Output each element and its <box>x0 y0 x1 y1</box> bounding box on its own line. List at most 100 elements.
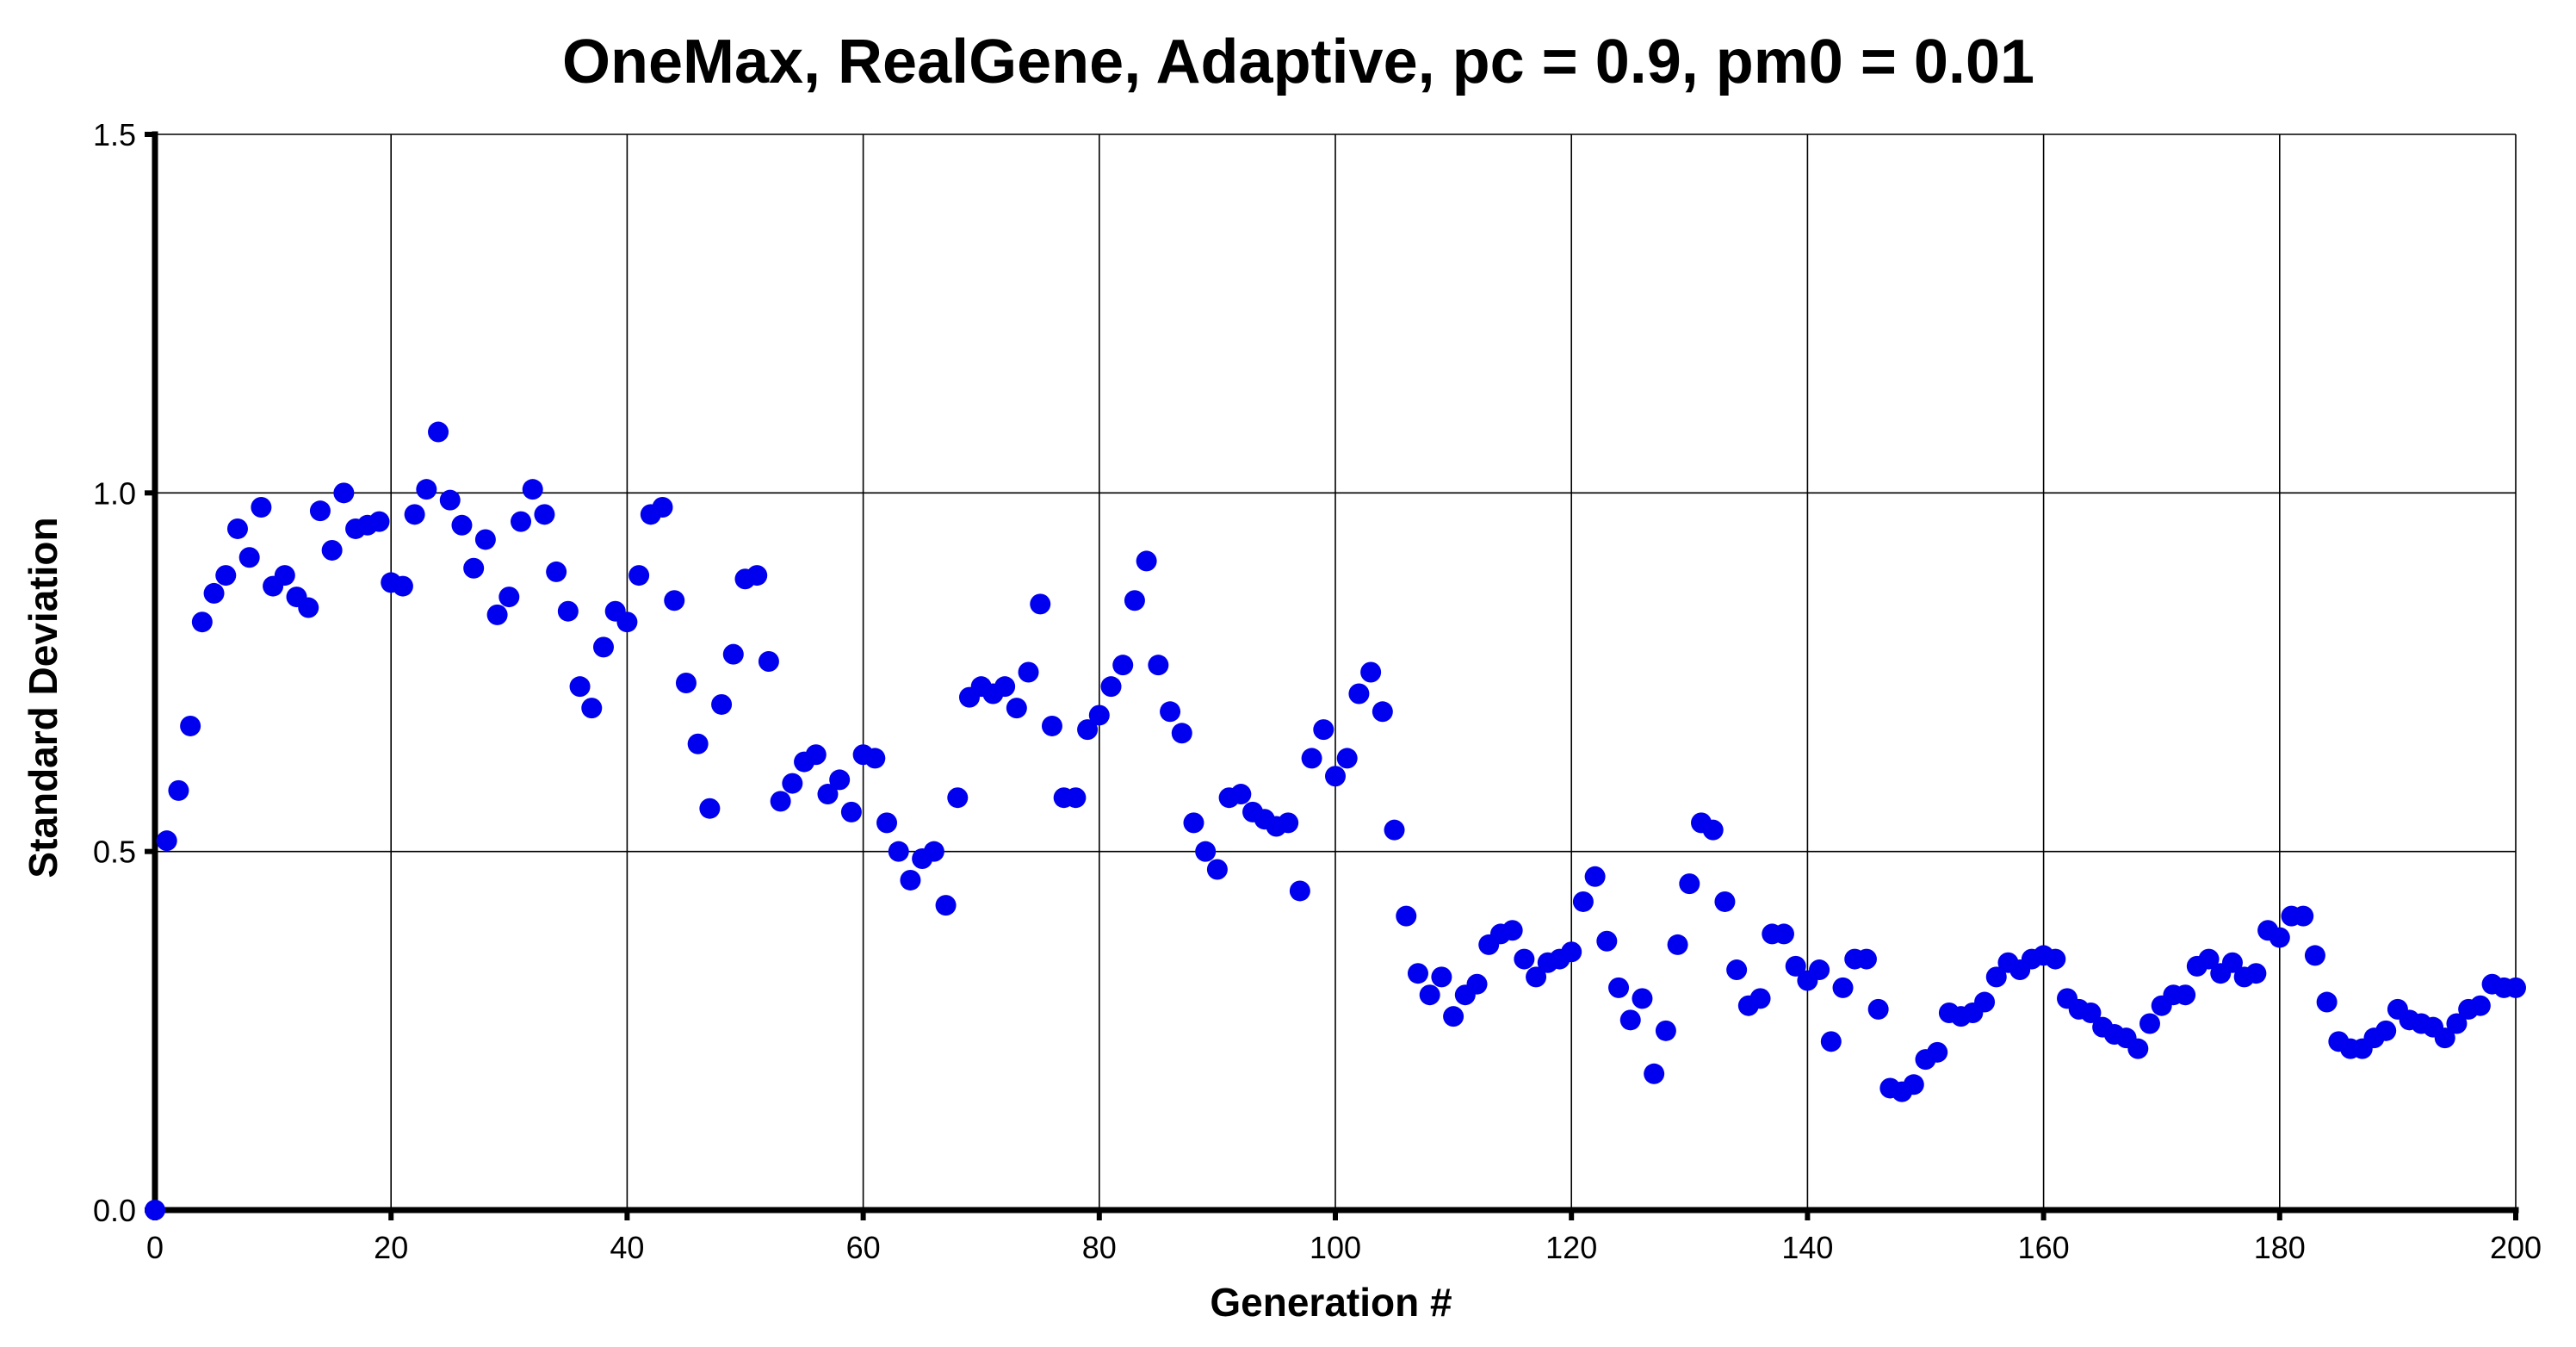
data-point <box>1206 859 1228 880</box>
chart-title: OneMax, RealGene, Adaptive, pc = 0.9, pm… <box>562 28 2034 96</box>
data-point <box>1608 977 1630 998</box>
data-point <box>1336 748 1358 769</box>
data-point <box>2304 945 2325 966</box>
x-axis-label: Generation # <box>1210 1280 1452 1325</box>
x-tick-label: 40 <box>610 1230 644 1265</box>
data-point <box>1325 766 1346 787</box>
data-point <box>711 693 733 715</box>
data-point <box>511 511 532 532</box>
data-point <box>1619 1009 1641 1031</box>
data-point <box>1466 973 1488 995</box>
data-point <box>1372 701 1393 723</box>
x-tick-label: 180 <box>2254 1230 2306 1265</box>
data-point <box>333 482 355 504</box>
data-point <box>1348 683 1370 705</box>
data-point <box>1749 988 1771 1009</box>
ticks-layer: 0 20 40 60 80 100 120 140 160 180 200 0.0 0.5 1.0 1.5 <box>93 117 2542 1265</box>
data-point <box>1407 963 1428 984</box>
x-tick-label: 200 <box>2490 1230 2542 1265</box>
data-point <box>2245 963 2267 984</box>
data-point <box>1679 873 1700 895</box>
data-point <box>546 561 567 582</box>
x-tick-label: 20 <box>374 1230 408 1265</box>
data-point <box>1773 923 1794 945</box>
data-point <box>1088 705 1110 726</box>
x-tick-label: 120 <box>1545 1230 1597 1265</box>
data-point <box>1903 1074 1924 1096</box>
data-point <box>1632 988 1653 1009</box>
data-point <box>557 600 579 622</box>
data-point <box>238 547 260 568</box>
data-point <box>1702 819 1724 841</box>
data-point <box>168 779 189 801</box>
data-point <box>2198 948 2220 970</box>
data-point <box>1006 698 1027 719</box>
data-point <box>1230 784 1252 805</box>
data-point <box>782 773 803 794</box>
data-point <box>746 565 768 587</box>
data-point <box>1419 984 1440 1006</box>
data-point <box>1820 1031 1842 1052</box>
data-point <box>569 676 591 698</box>
data-point <box>1041 715 1062 736</box>
data-point <box>2139 1013 2160 1034</box>
data-point <box>534 504 555 525</box>
data-point <box>404 504 425 525</box>
data-point <box>1431 966 1452 988</box>
data-point <box>888 841 909 862</box>
data-point <box>1278 812 1299 834</box>
x-tick-label: 160 <box>2018 1230 2070 1265</box>
data-point <box>1065 787 1087 809</box>
data-point <box>2316 991 2338 1013</box>
data-point <box>1832 977 1854 998</box>
data-point <box>1596 930 1618 952</box>
data-point <box>687 733 709 754</box>
data-point <box>1171 723 1192 744</box>
data-point <box>2269 927 2290 948</box>
data-point <box>1136 550 1157 572</box>
data-point <box>864 748 886 769</box>
data-point <box>994 676 1016 698</box>
x-tick-label: 100 <box>1310 1230 1361 1265</box>
data-point <box>321 539 343 561</box>
data-point <box>486 604 508 625</box>
data-point <box>675 672 697 693</box>
data-point <box>474 529 496 550</box>
data-point <box>145 1200 165 1220</box>
data-point <box>463 557 485 579</box>
data-point <box>416 479 437 500</box>
data-point <box>1160 701 1181 723</box>
data-point <box>2505 977 2526 998</box>
data-point <box>923 841 944 862</box>
data-point <box>829 769 851 791</box>
data-point <box>840 801 862 822</box>
data-point <box>2127 1038 2149 1059</box>
data-point <box>817 784 839 805</box>
data-point <box>1148 655 1169 676</box>
data-point <box>226 518 248 539</box>
data-point <box>770 791 791 812</box>
data-point <box>1584 866 1606 887</box>
data-point <box>1384 819 1405 841</box>
x-tick-label: 140 <box>1781 1230 1833 1265</box>
data-point <box>2375 1020 2397 1041</box>
data-point <box>451 514 473 536</box>
data-point <box>1809 959 1830 981</box>
data-point <box>1644 1063 1665 1084</box>
data-point <box>1667 934 1688 955</box>
data-point <box>191 611 213 633</box>
data-point <box>156 830 177 852</box>
y-axis-label: Standard Deviation <box>21 517 65 878</box>
data-point <box>1443 1006 1464 1027</box>
data-point <box>1030 593 1051 615</box>
data-point <box>592 636 614 658</box>
data-point <box>699 798 721 819</box>
data-point <box>203 582 225 604</box>
data-point <box>1867 998 1889 1020</box>
data-points-layer <box>145 421 2526 1220</box>
data-point <box>1985 966 2007 988</box>
data-point <box>876 812 898 834</box>
data-point <box>2175 984 2196 1006</box>
data-point <box>1077 719 1099 741</box>
